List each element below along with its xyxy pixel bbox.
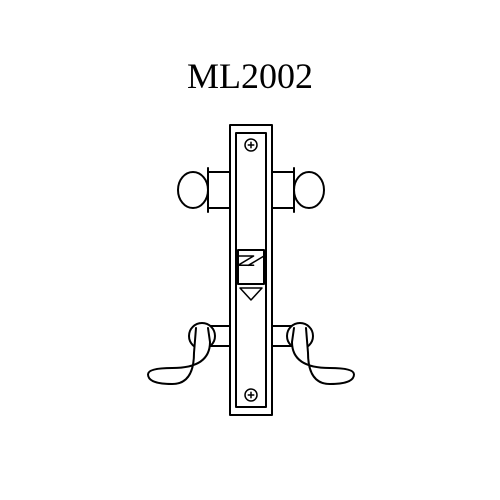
latch-opening — [238, 250, 264, 284]
latch-chevron — [240, 288, 262, 300]
cylinder-shaft-right — [272, 172, 294, 208]
lever-handle-right — [292, 328, 354, 384]
faceplate-inner — [236, 133, 266, 407]
lever-handle-left — [148, 328, 210, 384]
model-number-title: ML2002 — [0, 55, 500, 97]
cylinder-knob-left — [178, 172, 208, 208]
cylinder-knob-right — [294, 172, 324, 208]
cylinder-shaft-left — [208, 172, 230, 208]
